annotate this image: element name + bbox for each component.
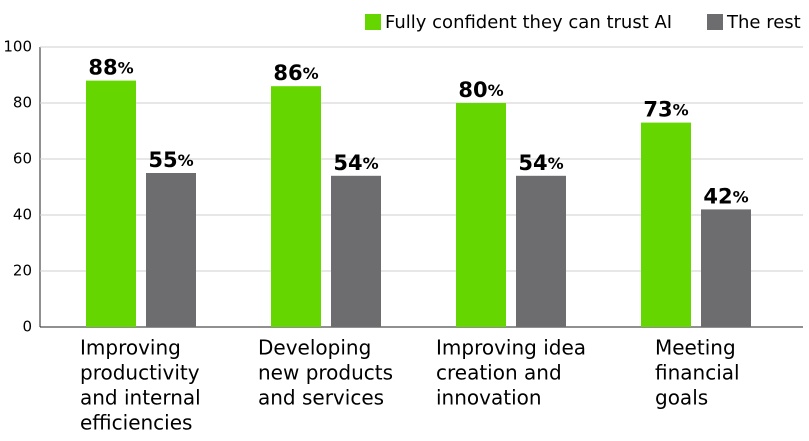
x-tick-label: and services [258,386,384,410]
bar [86,80,136,327]
value-label: 54% [518,151,563,175]
x-tick-label: goals [655,386,708,410]
bar [701,209,751,327]
bar [271,86,321,327]
bar [331,175,381,327]
y-tick-label: 60 [13,150,32,168]
value-label: 88% [88,56,133,80]
x-tick-label: innovation [436,386,542,410]
x-tick-label: and internal [80,386,201,410]
x-tick-label: efficiencies [80,411,192,435]
x-tick-label: creation and [436,361,562,385]
y-tick-label: 0 [22,318,32,336]
y-tick-label: 80 [13,94,32,112]
bar [456,103,506,327]
legend-swatch [365,14,381,30]
legend-swatch [707,14,723,30]
x-tick-label: new products [258,361,393,385]
bar [146,173,196,327]
x-tick-label: Meeting [655,336,736,360]
value-label: 42% [703,184,748,208]
x-tick-label: Improving [80,336,181,360]
value-label: 54% [333,151,378,175]
x-tick-label: Developing [258,336,371,360]
bar [641,122,691,327]
value-label: 80% [458,78,503,102]
x-tick-label: financial [655,361,740,385]
legend-label: Fully confident they can trust AI [385,12,672,33]
x-tick-label: Improving idea [436,336,586,360]
bar [516,175,566,327]
x-tick-label: productivity [80,361,200,385]
y-tick-label: 100 [3,38,32,56]
value-label: 73% [643,98,688,122]
legend-label: The rest [726,12,801,33]
y-tick-label: 20 [13,262,32,280]
value-label: 86% [273,61,318,85]
y-tick-label: 40 [13,206,32,224]
value-label: 55% [148,148,193,172]
